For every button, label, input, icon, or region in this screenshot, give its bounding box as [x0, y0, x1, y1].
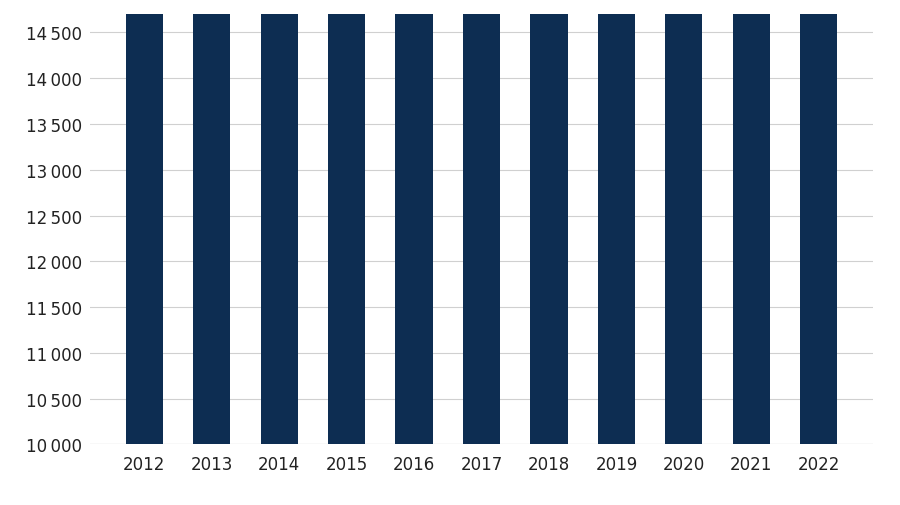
Bar	[194, 0, 230, 444]
Bar	[395, 0, 433, 444]
Bar	[260, 0, 298, 444]
Bar	[530, 0, 568, 444]
Bar	[598, 0, 635, 444]
Bar	[126, 0, 163, 444]
Bar	[328, 0, 365, 444]
Bar	[733, 0, 770, 444]
Bar	[800, 0, 837, 444]
Bar	[463, 0, 500, 444]
Bar	[665, 0, 703, 444]
